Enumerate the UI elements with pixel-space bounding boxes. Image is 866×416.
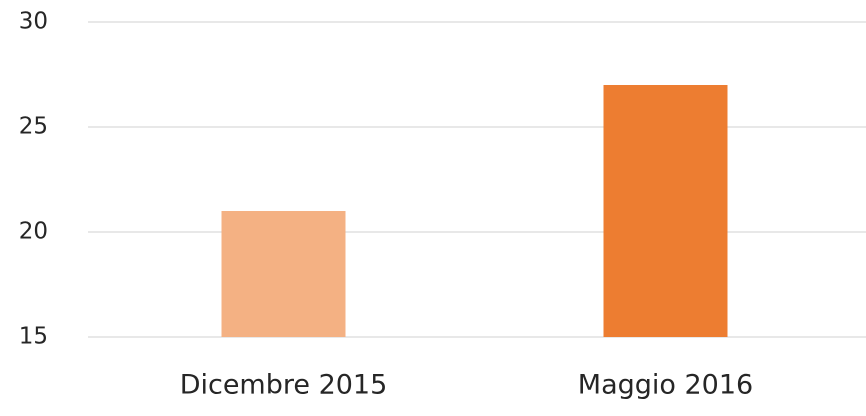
y-tick-label: 15 <box>19 324 48 350</box>
bar <box>603 85 728 337</box>
y-tick-label: 25 <box>19 114 48 140</box>
x-tick-label: Maggio 2016 <box>578 370 753 401</box>
bar <box>221 211 346 337</box>
y-tick-label: 20 <box>19 219 48 245</box>
x-tick-label: Dicembre 2015 <box>180 370 388 401</box>
y-tick-label: 30 <box>19 9 48 35</box>
